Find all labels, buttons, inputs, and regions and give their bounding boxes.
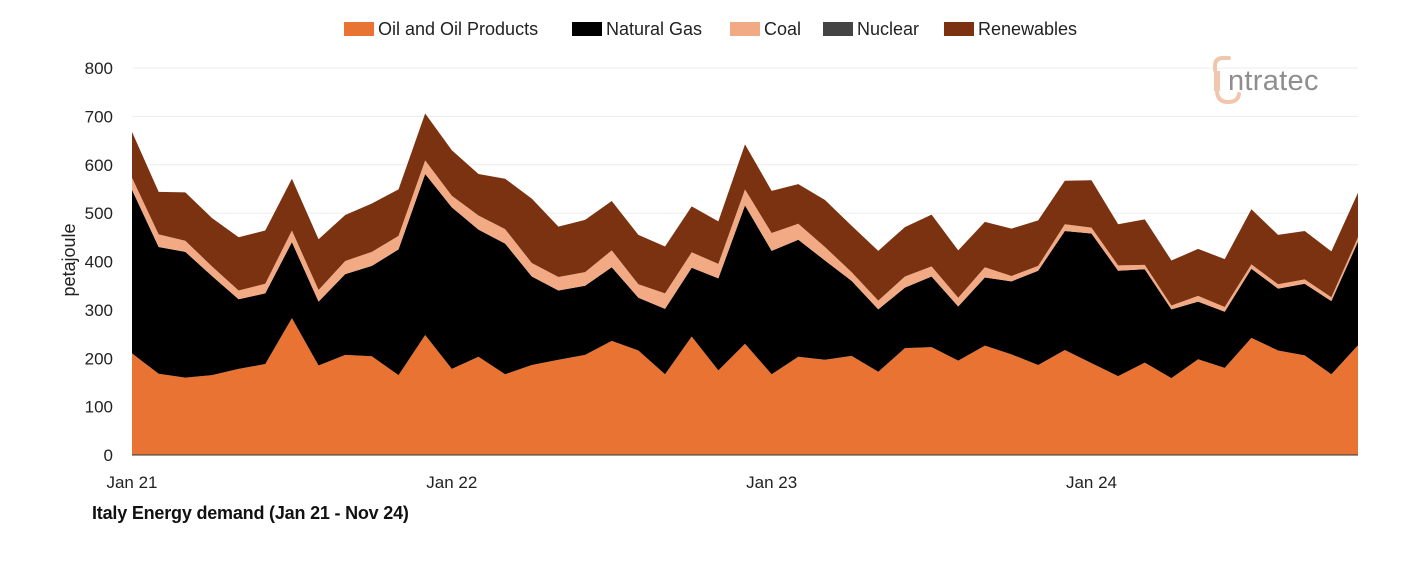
y-tick-labels: 0 100 200 300 400 500 600 700 800 — [85, 59, 113, 465]
legend: Oil and Oil Products Natural Gas Coal Nucle… — [344, 19, 1077, 39]
y-tick-label: 800 — [85, 59, 113, 78]
area-series-natural-gas — [132, 173, 1358, 379]
y-tick-label: 500 — [85, 204, 113, 223]
x-tick-label: Jan 22 — [426, 473, 477, 492]
x-tick-label: Jan 23 — [746, 473, 797, 492]
y-tick-label: 100 — [85, 398, 113, 417]
legend-label-renewables: Renewables — [978, 19, 1077, 39]
area-series-coal — [132, 160, 1358, 312]
legend-swatch-oil-and-oil-products — [344, 22, 374, 36]
y-tick-label: 600 — [85, 156, 113, 175]
brand-logo: ntratec — [1213, 56, 1319, 105]
y-tick-label: 700 — [85, 107, 113, 126]
y-tick-label: 200 — [85, 349, 113, 368]
legend-swatch-natural-gas — [572, 22, 602, 36]
x-tick-label: Jan 24 — [1066, 473, 1117, 492]
y-tick-label: 400 — [85, 253, 113, 272]
legend-label-oil-and-oil-products: Oil and Oil Products — [378, 19, 538, 39]
brand-logo-text: ntratec — [1228, 65, 1319, 97]
area-series-renewables — [132, 113, 1358, 307]
chart-caption: Italy Energy demand (Jan 21 - Nov 24) — [92, 503, 409, 523]
y-axis-title: petajoule — [59, 223, 79, 296]
y-tick-label: 0 — [104, 446, 113, 465]
legend-swatch-nuclear — [823, 22, 853, 36]
area-series-group — [132, 113, 1358, 455]
x-tick-labels: Jan 21 Jan 22 Jan 23 Jan 24 — [106, 473, 1117, 492]
y-tick-label: 300 — [85, 301, 113, 320]
legend-swatch-renewables — [944, 22, 974, 36]
area-series-oil-and-oil-products — [132, 318, 1358, 455]
legend-label-natural-gas: Natural Gas — [606, 19, 702, 39]
brand-logo-mark — [1213, 56, 1241, 105]
x-tick-label: Jan 21 — [106, 473, 157, 492]
legend-swatch-coal — [730, 22, 760, 36]
legend-label-coal: Coal — [764, 19, 801, 39]
legend-label-nuclear: Nuclear — [857, 19, 919, 39]
